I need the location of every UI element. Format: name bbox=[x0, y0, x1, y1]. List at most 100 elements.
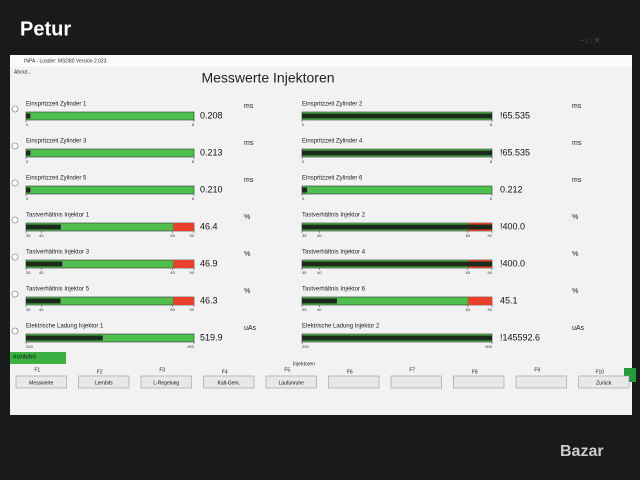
scale-label: 83 bbox=[170, 233, 175, 238]
scale-label: 200 bbox=[302, 344, 309, 349]
gauge-value: 0.213 bbox=[200, 147, 223, 157]
page-title: Messwerte Injektoren bbox=[201, 70, 334, 86]
gauge-label: Einspritzzeit Zylinder 5 bbox=[26, 176, 87, 182]
scale-label: 0 bbox=[26, 122, 29, 127]
gauge-limit-zone bbox=[172, 297, 194, 305]
fkey-label: Zurück bbox=[596, 380, 612, 386]
gauge-fill bbox=[26, 298, 61, 304]
fkey-button[interactable] bbox=[578, 375, 630, 389]
gauge-unit: % bbox=[244, 251, 250, 258]
fkey-button[interactable] bbox=[515, 375, 567, 389]
gauge-label: Tastverhältnis Injektor 3 bbox=[26, 250, 90, 256]
gauge-fill bbox=[302, 298, 337, 304]
scale-label: 0 bbox=[26, 159, 29, 164]
row-radio bbox=[11, 216, 19, 224]
gauge-value: !400.0 bbox=[500, 221, 525, 231]
scale-label: 0 bbox=[302, 196, 305, 201]
gauge-track bbox=[301, 185, 493, 195]
scale-label: 40 bbox=[39, 270, 44, 275]
scale-label: 0 bbox=[302, 122, 305, 127]
row-radio bbox=[11, 105, 19, 113]
fkey-button[interactable] bbox=[453, 375, 505, 389]
scale-label: 83 bbox=[466, 233, 471, 238]
fkey-button[interactable] bbox=[15, 375, 67, 389]
fkey-label: Messwerte bbox=[29, 380, 53, 386]
window-title: INPA - Loader: MSD80 Version 2.023 bbox=[24, 58, 107, 64]
scale-label: 90 bbox=[488, 233, 493, 238]
scale-label: 0 bbox=[26, 196, 29, 201]
scale-label: 8 bbox=[192, 159, 195, 164]
gauge-fill bbox=[26, 224, 61, 230]
gauge-value: !65.535 bbox=[500, 147, 530, 157]
gauge-unit: uAs bbox=[572, 325, 585, 332]
fkey-number: F9 bbox=[534, 367, 540, 373]
fkey-button[interactable] bbox=[140, 375, 192, 389]
badge: Bazar bbox=[560, 443, 604, 460]
gauge-unit: ms bbox=[572, 177, 582, 184]
fkey-number: F1 bbox=[34, 367, 40, 373]
scale-label: 35 bbox=[26, 270, 31, 275]
gauge-fill bbox=[302, 150, 492, 156]
scale-label: 83 bbox=[466, 270, 471, 275]
window-controls[interactable]: – □ ✕ bbox=[580, 36, 600, 45]
row-radio bbox=[11, 253, 19, 261]
gauge-track bbox=[25, 111, 195, 121]
fkey-label: Laufunruhe bbox=[279, 380, 305, 386]
gauge-limit-zone bbox=[172, 260, 194, 268]
gauge-track bbox=[25, 148, 195, 158]
scale-label: 90 bbox=[190, 233, 195, 238]
scale-label: 8 bbox=[490, 122, 493, 127]
gauge-label: Tastverhältnis Injektor 2 bbox=[302, 213, 366, 219]
fkey-button[interactable] bbox=[203, 375, 255, 389]
gauge-fill bbox=[26, 187, 31, 193]
gauge-label: Tastverhältnis Injektor 6 bbox=[302, 287, 366, 293]
scale-label: 35 bbox=[26, 233, 31, 238]
row-radio bbox=[11, 327, 19, 335]
scale-label: 83 bbox=[170, 270, 175, 275]
row-radio bbox=[11, 290, 19, 298]
row-radio bbox=[11, 179, 19, 187]
gauge-fill bbox=[26, 150, 31, 156]
gauge-label: Einspritzzeit Zylinder 1 bbox=[26, 102, 87, 108]
scale-label: 200 bbox=[26, 344, 33, 349]
scale-label: 8 bbox=[490, 196, 493, 201]
fkey-label: Kalt-Gem. bbox=[217, 380, 240, 386]
status-indicator bbox=[10, 352, 66, 364]
fkey-button[interactable] bbox=[265, 375, 317, 389]
gauge-label: Einspritzzeit Zylinder 6 bbox=[302, 176, 363, 182]
scale-label: 900 bbox=[485, 344, 492, 349]
gauge-unit: ms bbox=[244, 177, 254, 184]
fkey-number: F4 bbox=[222, 369, 228, 375]
fkey-number: F3 bbox=[159, 367, 165, 373]
gauge-fill bbox=[26, 113, 31, 119]
fkey-button[interactable] bbox=[390, 375, 442, 389]
gauge-value: 519.9 bbox=[200, 332, 223, 342]
scale-label: 90 bbox=[488, 307, 493, 312]
row-radio bbox=[11, 142, 19, 150]
fkey-number: F2 bbox=[97, 369, 103, 375]
gauge-unit: % bbox=[572, 214, 578, 221]
gauge-fill bbox=[26, 261, 63, 267]
gauge-label: Tastverhältnis Injektor 1 bbox=[26, 213, 90, 219]
fkey-button[interactable] bbox=[328, 375, 380, 389]
scale-label: 8 bbox=[192, 196, 195, 201]
fkey-number: F10 bbox=[595, 369, 604, 375]
gauge-track bbox=[25, 185, 195, 195]
gauge-unit: % bbox=[572, 251, 578, 258]
gauge-limit-zone bbox=[467, 297, 492, 305]
fkey-number: F5 bbox=[284, 367, 290, 373]
menu-about[interactable]: About... bbox=[14, 69, 31, 75]
fkey-button[interactable] bbox=[78, 375, 130, 389]
gauge-fill bbox=[302, 335, 492, 341]
scale-label: 83 bbox=[170, 307, 175, 312]
gauge-limit-zone bbox=[172, 223, 194, 231]
gauge-label: Tastverhältnis Injektor 5 bbox=[26, 287, 90, 293]
scale-label: 40 bbox=[317, 307, 322, 312]
gauge-label: Einspritzzeit Zylinder 4 bbox=[302, 139, 363, 145]
gauge-label: Einspritzzeit Zylinder 3 bbox=[26, 139, 87, 145]
gauge-label: Einspritzzeit Zylinder 2 bbox=[302, 102, 363, 108]
gauge-value: 0.212 bbox=[500, 184, 523, 194]
gauge-label: Elektrische Ladung Injektor 1 bbox=[26, 324, 104, 330]
gauge-value: 45.1 bbox=[500, 295, 518, 305]
gauge-value: 0.210 bbox=[200, 184, 223, 194]
